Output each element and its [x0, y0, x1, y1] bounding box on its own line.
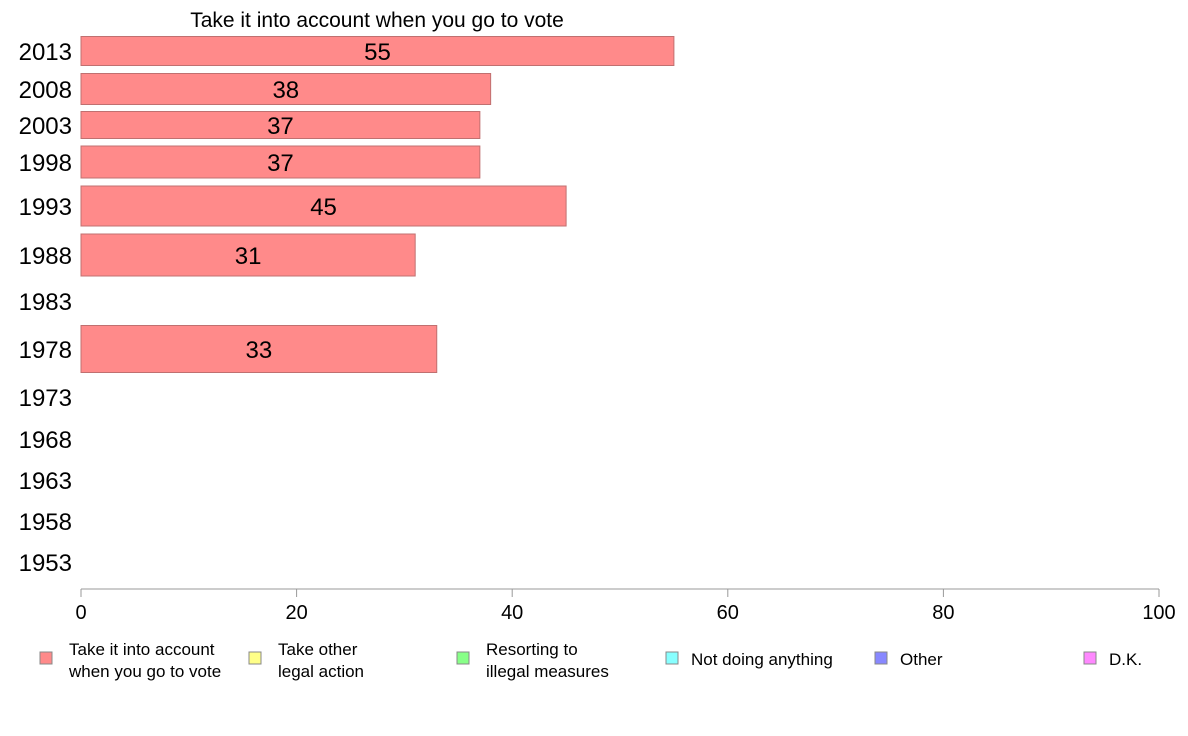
data-label-2008: 38 — [272, 77, 299, 104]
chart-title: Take it into account when you go to vote — [190, 9, 564, 32]
legend-label-1-line-0: Take other — [278, 640, 358, 659]
data-label-1993: 45 — [310, 194, 337, 221]
data-label-1978: 33 — [246, 337, 273, 364]
y-tick-label-1958: 1958 — [19, 509, 72, 536]
y-tick-label-1998: 1998 — [19, 150, 72, 177]
y-tick-label-1993: 1993 — [19, 194, 72, 221]
legend-label-0-line-1: when you go to vote — [68, 662, 221, 681]
legend-item-4: Other — [874, 650, 943, 669]
data-label-1988: 31 — [235, 243, 262, 270]
y-tick-label-1978: 1978 — [19, 337, 72, 364]
bar-2003 — [80, 111, 481, 139]
x-tick-label-100: 100 — [1142, 602, 1175, 624]
legend-swatch-2 — [456, 651, 470, 665]
y-tick-label-2008: 2008 — [19, 77, 72, 104]
legend-item-5: D.K. — [1083, 650, 1142, 669]
legend-item-3: Not doing anything — [665, 650, 833, 669]
bar-1988 — [80, 233, 416, 277]
y-tick-label-1988: 1988 — [19, 243, 72, 270]
x-tick-label-60: 60 — [717, 602, 739, 624]
legend-swatch-3 — [665, 651, 679, 665]
legend-label-3: Not doing anything — [691, 650, 833, 669]
x-tick-label-40: 40 — [501, 602, 523, 624]
legend-item-2: Resorting to illegal measures — [456, 640, 609, 681]
x-axis: 0 20 40 60 80 100 — [75, 588, 1176, 624]
y-tick-label-1973: 1973 — [19, 385, 72, 412]
x-tick-label-20: 20 — [285, 602, 307, 624]
legend-item-1: Take other legal action — [248, 640, 364, 681]
legend-label-5: D.K. — [1109, 650, 1142, 669]
legend-label-4: Other — [900, 650, 943, 669]
bars-layer: 2013 55 2008 38 2003 37 1998 37 1993 45 1988 31 1983… — [19, 36, 675, 577]
legend-label-0-line-0: Take it into account — [69, 640, 215, 659]
legend-swatch-0 — [39, 651, 53, 665]
legend-swatch-5 — [1083, 651, 1097, 665]
x-tick-label-80: 80 — [932, 602, 954, 624]
y-tick-label-1983: 1983 — [19, 289, 72, 316]
legend-swatch-4 — [874, 651, 888, 665]
x-tick-label-0: 0 — [75, 602, 86, 624]
legend-label-1-line-1: legal action — [278, 662, 364, 681]
legend-label-2-line-1: illegal measures — [486, 662, 609, 681]
y-tick-label-2003: 2003 — [19, 113, 72, 140]
legend-item-0: Take it into account when you go to vote — [39, 640, 221, 681]
bar-1993 — [80, 185, 567, 227]
bar-1998 — [80, 145, 481, 179]
legend-swatch-1 — [248, 651, 262, 665]
bar-2008 — [80, 73, 492, 105]
data-label-2003: 37 — [267, 113, 294, 140]
data-label-1998: 37 — [267, 150, 294, 177]
y-tick-label-1963: 1963 — [19, 468, 72, 495]
bar-1978 — [80, 325, 438, 373]
y-tick-label-1953: 1953 — [19, 550, 72, 577]
bar-2013 — [80, 36, 675, 66]
y-tick-label-1968: 1968 — [19, 427, 72, 454]
data-label-2013: 55 — [364, 39, 391, 66]
legend-label-2-line-0: Resorting to — [486, 640, 578, 659]
y-tick-label-2013: 2013 — [19, 39, 72, 66]
